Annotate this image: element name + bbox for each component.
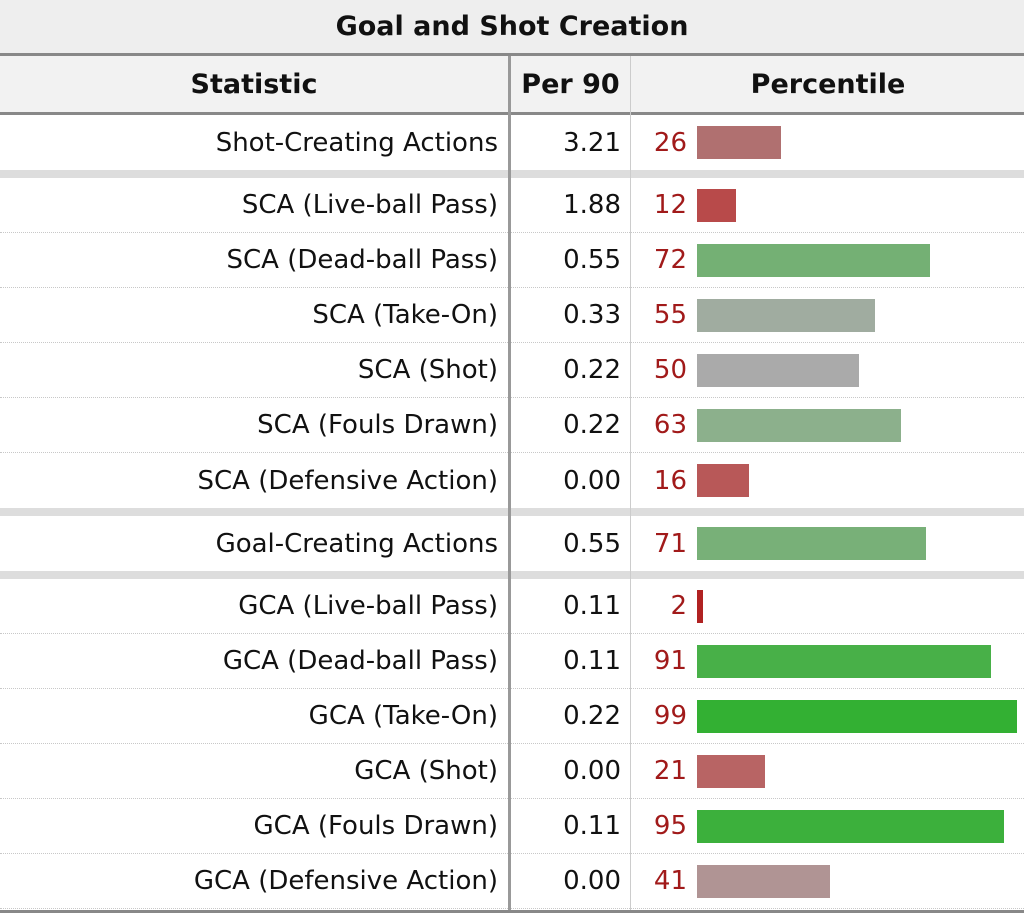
percentile-value: 72 [653, 245, 687, 275]
table-row: SCA (Take-On) 0.33 55 [0, 288, 1024, 343]
statistic-cell: SCA (Dead-ball Pass) [226, 245, 498, 275]
percentile-value: 71 [653, 528, 687, 559]
statistic-cell: SCA (Take-On) [312, 300, 498, 330]
statistic-cell: SCA (Live-ball Pass) [241, 190, 498, 220]
statistic-cell: GCA (Live-ball Pass) [238, 591, 498, 621]
percentile-bar [697, 645, 991, 678]
percentile-bar [697, 189, 736, 222]
percentile-bar [697, 700, 1017, 733]
column-divider-statistic [508, 56, 511, 913]
percentile-bar [697, 527, 926, 560]
percentile-bar [697, 755, 765, 788]
group-separator [0, 170, 1024, 178]
statistic-cell: SCA (Defensive Action) [197, 465, 499, 496]
percentile-bar [697, 590, 703, 623]
per90-cell: 0.00 [563, 465, 621, 496]
per90-cell: 0.22 [563, 355, 621, 385]
percentile-bar [697, 464, 749, 497]
per90-cell: 0.55 [563, 528, 621, 559]
percentile-value: 2 [670, 591, 687, 621]
percentile-bar [697, 126, 781, 159]
statistic-cell: SCA (Fouls Drawn) [257, 410, 498, 440]
statistic-cell: GCA (Shot) [354, 756, 498, 786]
per90-cell: 0.22 [563, 701, 621, 731]
percentile-value: 41 [653, 866, 687, 896]
statistic-cell: GCA (Defensive Action) [193, 866, 498, 896]
percentile-bar [697, 409, 901, 442]
percentile-value: 12 [653, 190, 687, 220]
table-row: Goal-Creating Actions 0.55 71 [0, 516, 1024, 571]
per90-cell: 0.11 [563, 811, 621, 841]
table-bottom-border [0, 910, 1024, 913]
percentile-value: 55 [653, 300, 687, 330]
statistic-cell: GCA (Dead-ball Pass) [222, 646, 498, 676]
statistic-cell: SCA (Shot) [357, 355, 498, 385]
statistic-cell: GCA (Fouls Drawn) [253, 811, 498, 841]
percentile-value: 21 [653, 756, 687, 786]
percentile-bar [697, 354, 859, 387]
per90-cell: 1.88 [563, 190, 621, 220]
column-divider-per90 [630, 56, 631, 913]
table-row: GCA (Live-ball Pass) 0.11 2 [0, 579, 1024, 634]
percentile-value: 99 [653, 701, 687, 731]
per90-cell: 3.21 [563, 127, 621, 158]
per90-cell: 0.00 [563, 866, 621, 896]
percentile-bar [697, 810, 1004, 843]
table-row: SCA (Dead-ball Pass) 0.55 72 [0, 233, 1024, 288]
percentile-value: 91 [653, 646, 687, 676]
table-body: Shot-Creating Actions 3.21 26 SCA (Live-bal… [0, 115, 1024, 909]
per90-cell: 0.22 [563, 410, 621, 440]
per90-cell: 0.00 [563, 756, 621, 786]
percentile-value: 50 [653, 355, 687, 385]
table-row: SCA (Defensive Action) 0.00 16 [0, 453, 1024, 508]
percentile-value: 63 [653, 410, 687, 440]
table-row: SCA (Shot) 0.22 50 [0, 343, 1024, 398]
percentile-bar [697, 865, 830, 898]
table-row: GCA (Shot) 0.00 21 [0, 744, 1024, 799]
percentile-value: 16 [653, 465, 687, 496]
header-per90[interactable]: Per 90 [521, 68, 620, 100]
per90-cell: 0.33 [563, 300, 621, 330]
table-row: GCA (Defensive Action) 0.00 41 [0, 854, 1024, 909]
table-header-row: Statistic Per 90 Percentile [0, 56, 1024, 115]
statistic-cell: Shot-Creating Actions [215, 127, 498, 158]
statistic-cell: Goal-Creating Actions [215, 528, 498, 559]
table-row: Shot-Creating Actions 3.21 26 [0, 115, 1024, 170]
table-row: GCA (Dead-ball Pass) 0.11 91 [0, 634, 1024, 689]
header-percentile[interactable]: Percentile [750, 68, 906, 100]
per90-cell: 0.11 [563, 591, 621, 621]
percentile-value: 26 [653, 127, 687, 158]
per90-cell: 0.55 [563, 245, 621, 275]
table-row: SCA (Fouls Drawn) 0.22 63 [0, 398, 1024, 453]
header-statistic[interactable]: Statistic [190, 68, 318, 100]
table-row: SCA (Live-ball Pass) 1.88 12 [0, 178, 1024, 233]
table-row: GCA (Take-On) 0.22 99 [0, 689, 1024, 744]
percentile-bar [697, 244, 930, 277]
table-row: GCA (Fouls Drawn) 0.11 95 [0, 799, 1024, 854]
per90-cell: 0.11 [563, 646, 621, 676]
table-title: Goal and Shot Creation [0, 0, 1024, 56]
group-separator [0, 571, 1024, 579]
statistic-cell: GCA (Take-On) [308, 701, 498, 731]
group-separator [0, 508, 1024, 516]
percentile-value: 95 [653, 811, 687, 841]
percentile-bar [697, 299, 875, 332]
